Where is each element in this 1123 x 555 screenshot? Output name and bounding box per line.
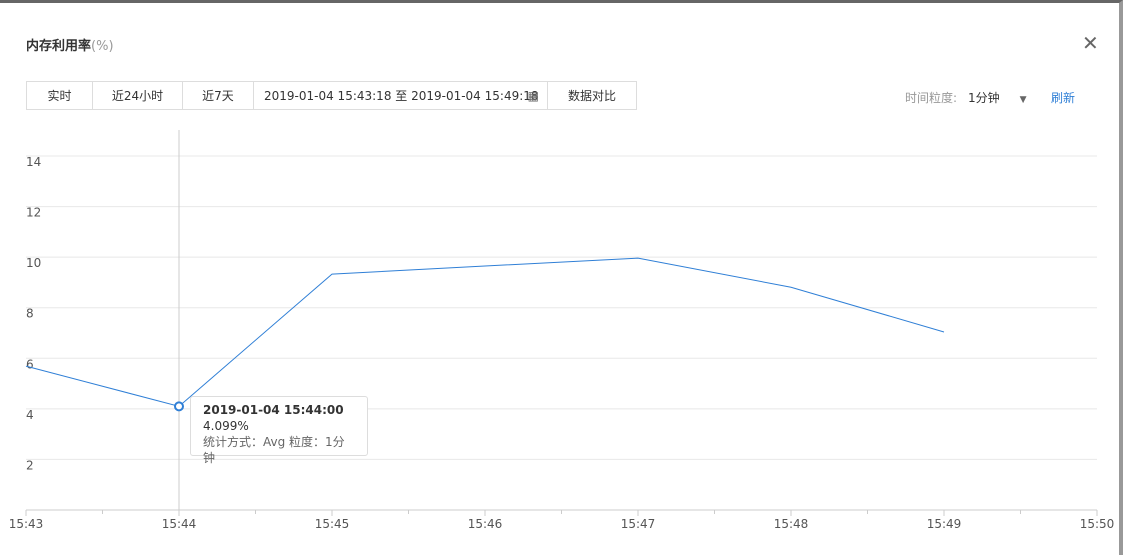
tooltip-title: 2019-01-04 15:44:00 xyxy=(203,403,344,417)
y-tick-label: 8 xyxy=(26,307,34,321)
x-tick-label: 15:45 xyxy=(315,517,350,531)
compare-button[interactable]: 数据对比 xyxy=(547,81,637,110)
calendar-icon: ▦ xyxy=(527,88,539,103)
x-tick-label: 15:43 xyxy=(9,517,44,531)
x-tick-label: 15:44 xyxy=(162,517,197,531)
x-tick-label: 15:50 xyxy=(1080,517,1115,531)
y-tick-label: 2 xyxy=(26,458,34,472)
y-tick-label: 10 xyxy=(26,256,41,270)
unit: (%) xyxy=(91,39,114,54)
close-button[interactable]: ✕ xyxy=(1082,31,1099,55)
granularity: 1分钟 xyxy=(968,91,1000,105)
date-range: 2019-01-04 15:43:18 至 2019-01-04 15:49:1… xyxy=(264,89,539,103)
y-tick-label: 4 xyxy=(26,408,34,422)
highlight-point xyxy=(174,401,184,412)
x-tick-label: 15:47 xyxy=(621,517,656,531)
dialog-title: 内存利用率(%) xyxy=(26,35,114,54)
granularity-label: 时间粒度: xyxy=(905,91,958,105)
x-tick-label: 15:49 xyxy=(927,517,962,531)
title: 内存利用率 xyxy=(26,39,92,54)
x-tick-label: 15:46 xyxy=(468,517,503,531)
refresh-link[interactable]: 刷新 xyxy=(1051,91,1076,105)
y-tick-label: 6 xyxy=(26,357,34,371)
y-tick-label: 14 xyxy=(26,155,41,169)
tooltip-note: 统计方式：Avg 粒度：1分钟 xyxy=(203,435,345,465)
tooltip-value: 4.099% xyxy=(203,419,249,433)
x-tick-label: 15:48 xyxy=(774,517,809,531)
y-tick-label: 12 xyxy=(26,206,41,220)
tooltip: 2019-01-04 15:44:00 4.099% 统计方式：Avg 粒度：1… xyxy=(190,396,368,465)
caret: ▼ xyxy=(1019,95,1027,105)
series-line xyxy=(25,257,945,407)
granularity-select[interactable]: 1分钟 ▼ xyxy=(968,89,1027,106)
